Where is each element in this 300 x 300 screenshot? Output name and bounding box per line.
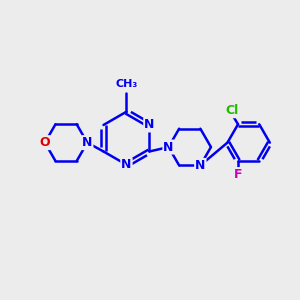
Text: F: F — [234, 168, 242, 181]
Text: N: N — [82, 136, 92, 149]
Text: Cl: Cl — [226, 104, 239, 117]
Text: CH₃: CH₃ — [115, 79, 138, 89]
Text: N: N — [164, 141, 174, 154]
Text: N: N — [195, 159, 206, 172]
Text: N: N — [144, 118, 154, 131]
Text: O: O — [40, 136, 50, 149]
Text: N: N — [121, 158, 132, 171]
